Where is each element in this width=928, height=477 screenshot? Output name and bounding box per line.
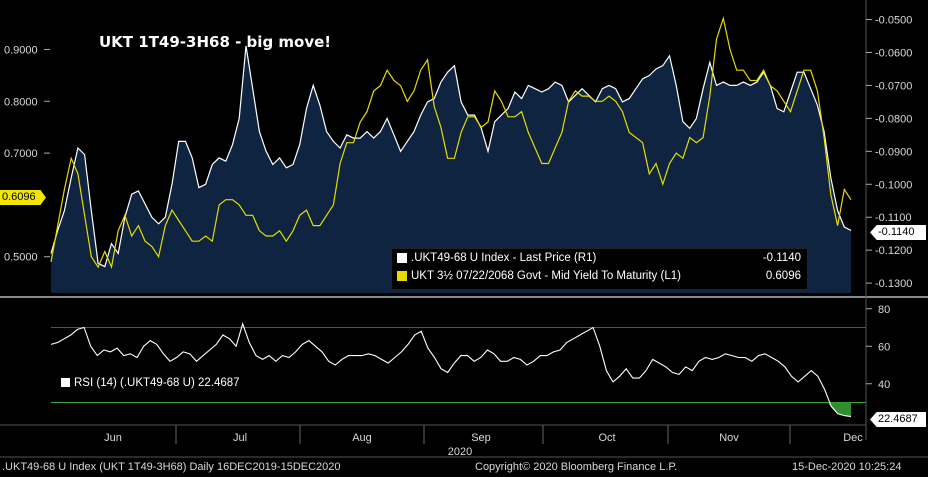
rsi-legend-label: RSI (14) (.UKT49-68 U) 22.4687 [74, 377, 240, 389]
x-axis-month-label: Sep [471, 432, 491, 444]
yield-line-series [50, 16, 852, 270]
legend-label-yield: UKT 3½ 07/22/2068 Govt - Mid Yield To Ma… [411, 270, 681, 282]
right-axis-tick-label: -0.1000 [875, 179, 912, 191]
legend-row-yield: UKT 3½ 07/22/2068 Govt - Mid Yield To Ma… [397, 270, 801, 286]
rsi-legend-swatch [61, 378, 70, 388]
rsi-axis-tick-label: 60 [878, 341, 890, 353]
left-axis-last-value-tag: 0.6096 [0, 190, 46, 205]
rsi-panel [50, 322, 866, 418]
rsi-legend: RSI (14) (.UKT49-68 U) 22.4687 [61, 377, 240, 389]
spread-line-series [50, 45, 852, 268]
x-axis-month-label: Nov [719, 432, 739, 444]
legend-swatch-white [397, 252, 407, 263]
right-axis-tick-label: -0.1300 [875, 278, 912, 290]
x-axis-month-label: Aug [352, 432, 372, 444]
rsi-axis-tick-label: 80 [878, 304, 890, 316]
x-axis-month-label: Jul [233, 432, 247, 444]
chart-title: UKT 1T49-3H68 - big move! [99, 33, 332, 51]
spread-area-fill [51, 45, 851, 294]
legend-value-spread: -0.1140 [762, 252, 801, 264]
left-axis-tick-label: 0.9000 [4, 44, 38, 56]
footer-bar: .UKT49-68 U Index (UKT 1T49-3H68) Daily … [0, 458, 928, 477]
axes: 0.9000 0.8000 0.7000 0.5000 -0.0500 -0.0600 -0… [0, 0, 928, 458]
x-axis-month-label: Oct [598, 432, 615, 444]
x-axis-month-label: Jun [104, 432, 122, 444]
rsi-last-value-tag: 22.4687 [870, 412, 926, 427]
x-axis-year-label: 2020 [448, 446, 472, 458]
x-axis-month-label: Dec [843, 432, 863, 444]
legend-label-spread: .UKT49-68 U Index - Last Price (R1) [411, 252, 597, 264]
left-axis-tick-label: 0.5000 [4, 252, 38, 264]
legend-value-yield: 0.6096 [765, 270, 801, 282]
right-axis-tick-label: -0.0600 [875, 47, 912, 59]
footer-security-info: .UKT49-68 U Index (UKT 1T49-3H68) Daily … [2, 461, 341, 473]
right-axis-tick-label: -0.1100 [875, 212, 912, 224]
right-axis-tick-label: -0.0900 [875, 146, 912, 158]
legend-row-spread: .UKT49-68 U Index - Last Price (R1) -0.1… [397, 252, 801, 268]
legend-swatch-yellow [397, 270, 407, 281]
right-axis-tick-label: -0.0800 [875, 113, 912, 125]
footer-copyright: Copyright© 2020 Bloomberg Finance L.P. [475, 461, 678, 473]
right-axis-tick-label: -0.1200 [875, 245, 912, 257]
rsi-line-series [50, 322, 852, 418]
rsi-axis-tick-label: 40 [878, 379, 890, 391]
main-legend: .UKT49-68 U Index - Last Price (R1) -0.1… [391, 248, 808, 290]
main-panel [50, 16, 852, 294]
right-axis-tick-label: -0.0500 [875, 15, 912, 27]
left-axis-tick-label: 0.7000 [4, 148, 38, 160]
left-axis-tick-label: 0.8000 [4, 96, 38, 108]
footer-timestamp: 15-Dec-2020 10:25:24 [792, 461, 902, 473]
right-axis-last-value-tag: -0.1140 [870, 225, 926, 240]
rsi-oversold-fill [827, 402, 851, 417]
right-axis-tick-label: -0.0700 [875, 80, 912, 92]
